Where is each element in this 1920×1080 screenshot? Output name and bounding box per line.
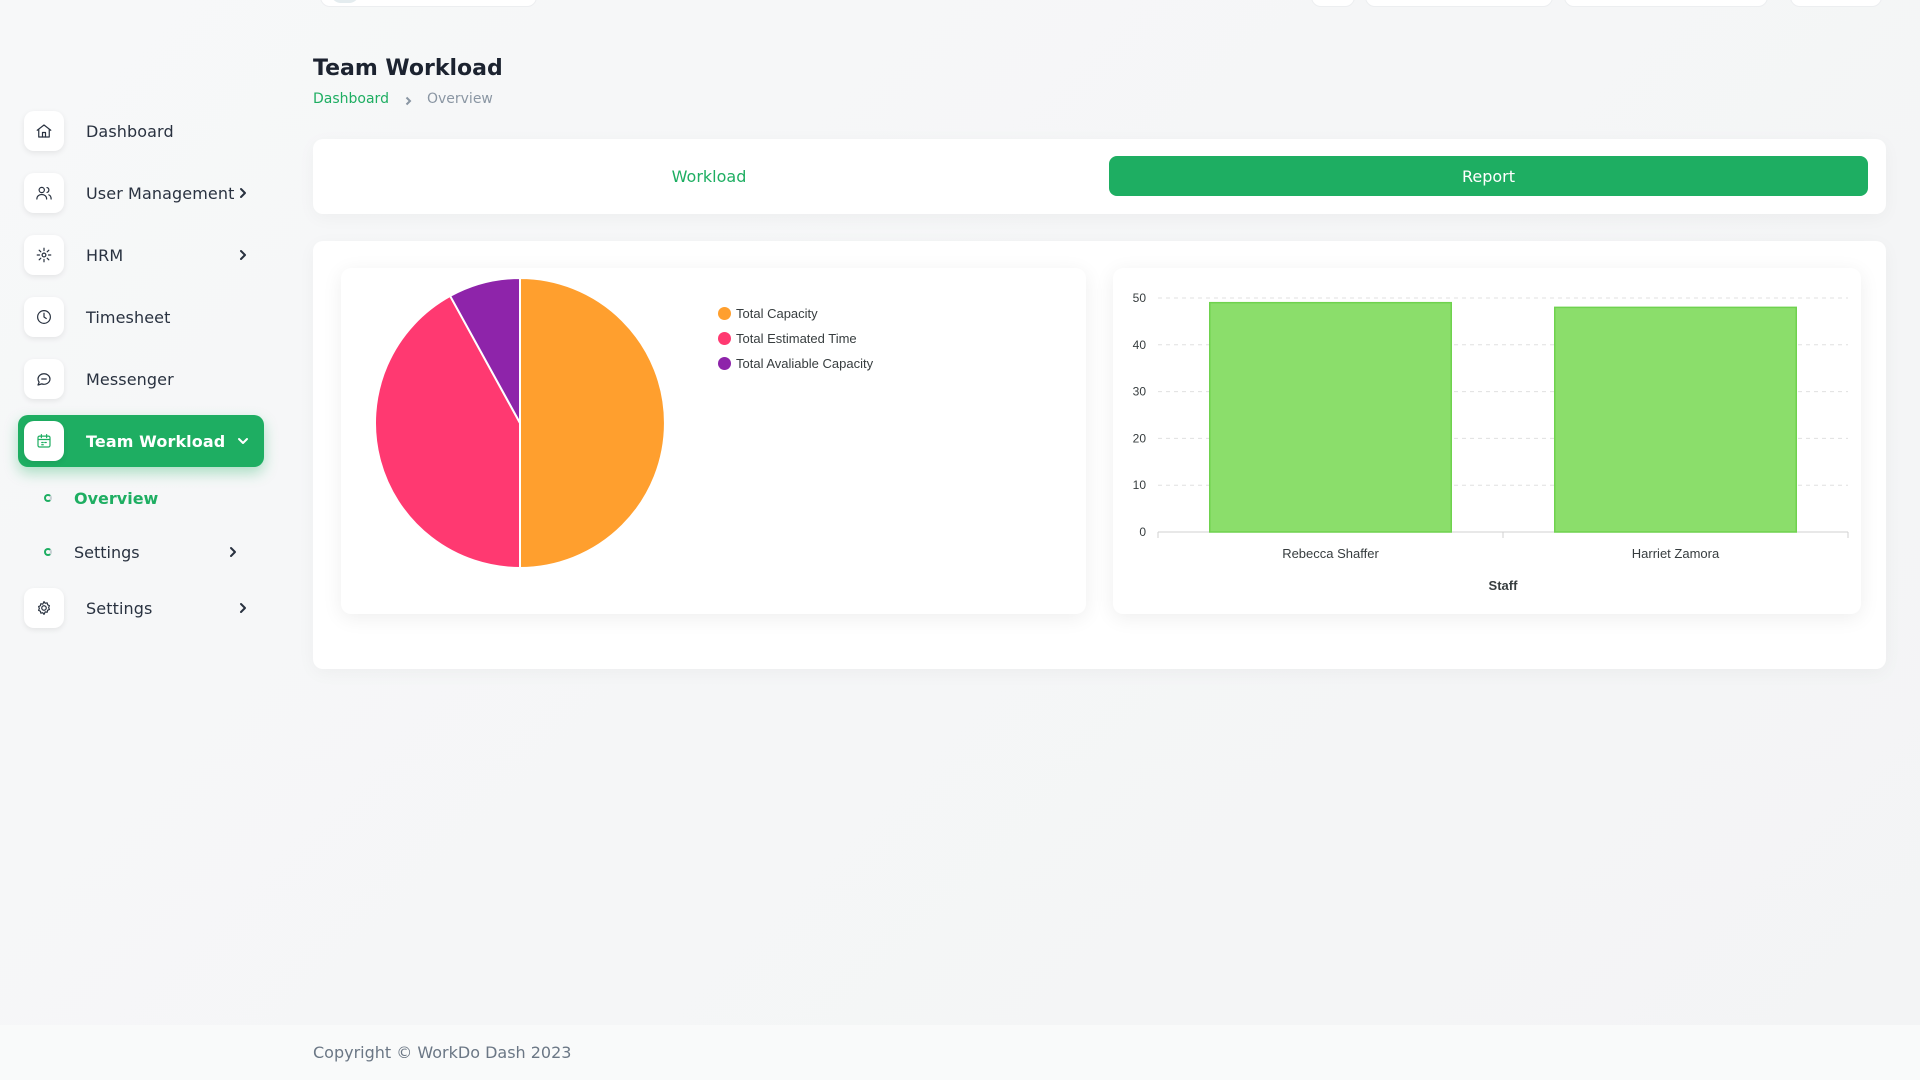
tab-bar: Workload Report — [313, 139, 1886, 214]
sidebar-item-label: Messenger — [86, 369, 174, 389]
pie-slice-total-capacity[interactable] — [519, 276, 666, 570]
pie-slice-total-estimated-time[interactable] — [374, 294, 521, 570]
chevron-right-icon — [236, 601, 250, 615]
x-tick-label: Rebecca Shaffer — [1282, 546, 1379, 561]
bullet-icon — [44, 494, 52, 502]
legend-dot-total-available-capacity — [718, 357, 731, 370]
bullet-icon — [44, 548, 52, 556]
sidebar-item-label: Team Workload — [86, 431, 226, 451]
breadcrumb-link-dashboard[interactable]: Dashboard — [313, 91, 389, 107]
x-tick-label: Harriet Zamora — [1632, 546, 1720, 561]
tab-report[interactable]: Report — [1109, 156, 1868, 196]
legend-dot-total-estimated-time — [718, 332, 731, 345]
sidebar-item-label: Timesheet — [86, 307, 171, 327]
users-icon — [24, 173, 64, 213]
bar-chart-card: 0 10 20 30 40 50 Rebecca Shaffer Harriet Zamora… — [1113, 268, 1861, 614]
submenu-item-label: Settings — [74, 542, 140, 562]
report-panel: Total Capacity Total Estimated Time Tota… — [313, 241, 1886, 669]
chevron-right-icon — [236, 248, 250, 262]
chat-icon — [24, 359, 64, 399]
footer-copyright: Copyright © WorkDo Dash 2023 — [313, 1043, 572, 1062]
y-tick-label: 10 — [1133, 478, 1147, 492]
sidebar-item-timesheet[interactable]: Timesheet — [18, 291, 264, 343]
sidebar-item-hrm[interactable]: HRM — [18, 229, 264, 281]
bar-harriet-zamora[interactable] — [1554, 306, 1797, 533]
legend-item: Total Avaliable Capacity — [714, 351, 873, 376]
legend-label: Total Estimated Time — [736, 331, 857, 346]
submenu-item-settings[interactable]: Settings — [40, 534, 260, 570]
sidebar-item-label: User Management — [86, 183, 235, 203]
chevron-down-icon — [236, 434, 250, 448]
home-icon — [24, 111, 64, 151]
clock-icon — [24, 297, 64, 337]
pie-legend: Total Capacity Total Estimated Time Tota… — [714, 301, 873, 376]
submenu-item-overview[interactable]: Overview — [40, 480, 260, 516]
header-search[interactable] — [320, 0, 537, 7]
hrm-icon — [24, 235, 64, 275]
header-button-4[interactable] — [1790, 0, 1882, 7]
header-button-2[interactable] — [1365, 0, 1553, 7]
legend-item: Total Estimated Time — [714, 326, 873, 351]
sidebar-item-label: Settings — [86, 598, 153, 618]
sidebar-item-user-management[interactable]: User Management — [18, 167, 264, 219]
chevron-right-icon — [226, 545, 240, 559]
bar-rebecca-shaffer[interactable] — [1209, 301, 1452, 533]
bar-chart: 0 10 20 30 40 50 Rebecca Shaffer Harriet Zamora… — [1133, 291, 1849, 593]
chevron-right-icon — [236, 186, 250, 200]
legend-label: Total Capacity — [736, 306, 818, 321]
y-tick-label: 40 — [1133, 338, 1147, 352]
pie-chart — [374, 276, 666, 570]
sidebar-item-messenger[interactable]: Messenger — [18, 353, 264, 405]
y-tick-label: 50 — [1133, 291, 1147, 305]
header-button-3[interactable] — [1564, 0, 1768, 7]
y-tick-label: 30 — [1133, 385, 1147, 399]
submenu-item-label: Overview — [74, 488, 159, 508]
legend-item: Total Capacity — [714, 301, 873, 326]
chevron-right-icon — [403, 94, 413, 106]
footer: Copyright © WorkDo Dash 2023 — [0, 1025, 1920, 1080]
sidebar-item-label: Dashboard — [86, 121, 174, 141]
header-button-1[interactable] — [1311, 0, 1355, 7]
y-tick-label: 0 — [1139, 525, 1146, 539]
sidebar-item-team-workload[interactable]: Team Workload — [18, 415, 264, 467]
calendar-icon — [24, 421, 64, 461]
tab-workload[interactable]: Workload — [671, 166, 747, 186]
x-axis-label: Staff — [1489, 578, 1519, 593]
sidebar-item-settings[interactable]: Settings — [18, 582, 264, 634]
legend-dot-total-capacity — [718, 307, 731, 320]
sidebar: Dashboard User Management HRM Timesheet … — [0, 0, 280, 1020]
breadcrumb-current: Overview — [426, 91, 493, 107]
breadcrumb: Dashboard Overview — [313, 91, 493, 107]
sidebar-item-label: HRM — [86, 245, 124, 265]
y-tick-label: 20 — [1133, 431, 1147, 445]
pie-slice-total-avaliable-capacity[interactable] — [448, 276, 521, 424]
legend-label: Total Avaliable Capacity — [736, 356, 874, 371]
sidebar-item-dashboard[interactable]: Dashboard — [18, 105, 264, 157]
pie-chart-card: Total Capacity Total Estimated Time Tota… — [341, 268, 1086, 614]
header-avatar-chip — [331, 0, 359, 3]
page-title: Team Workload — [313, 56, 503, 81]
gear-icon — [24, 588, 64, 628]
